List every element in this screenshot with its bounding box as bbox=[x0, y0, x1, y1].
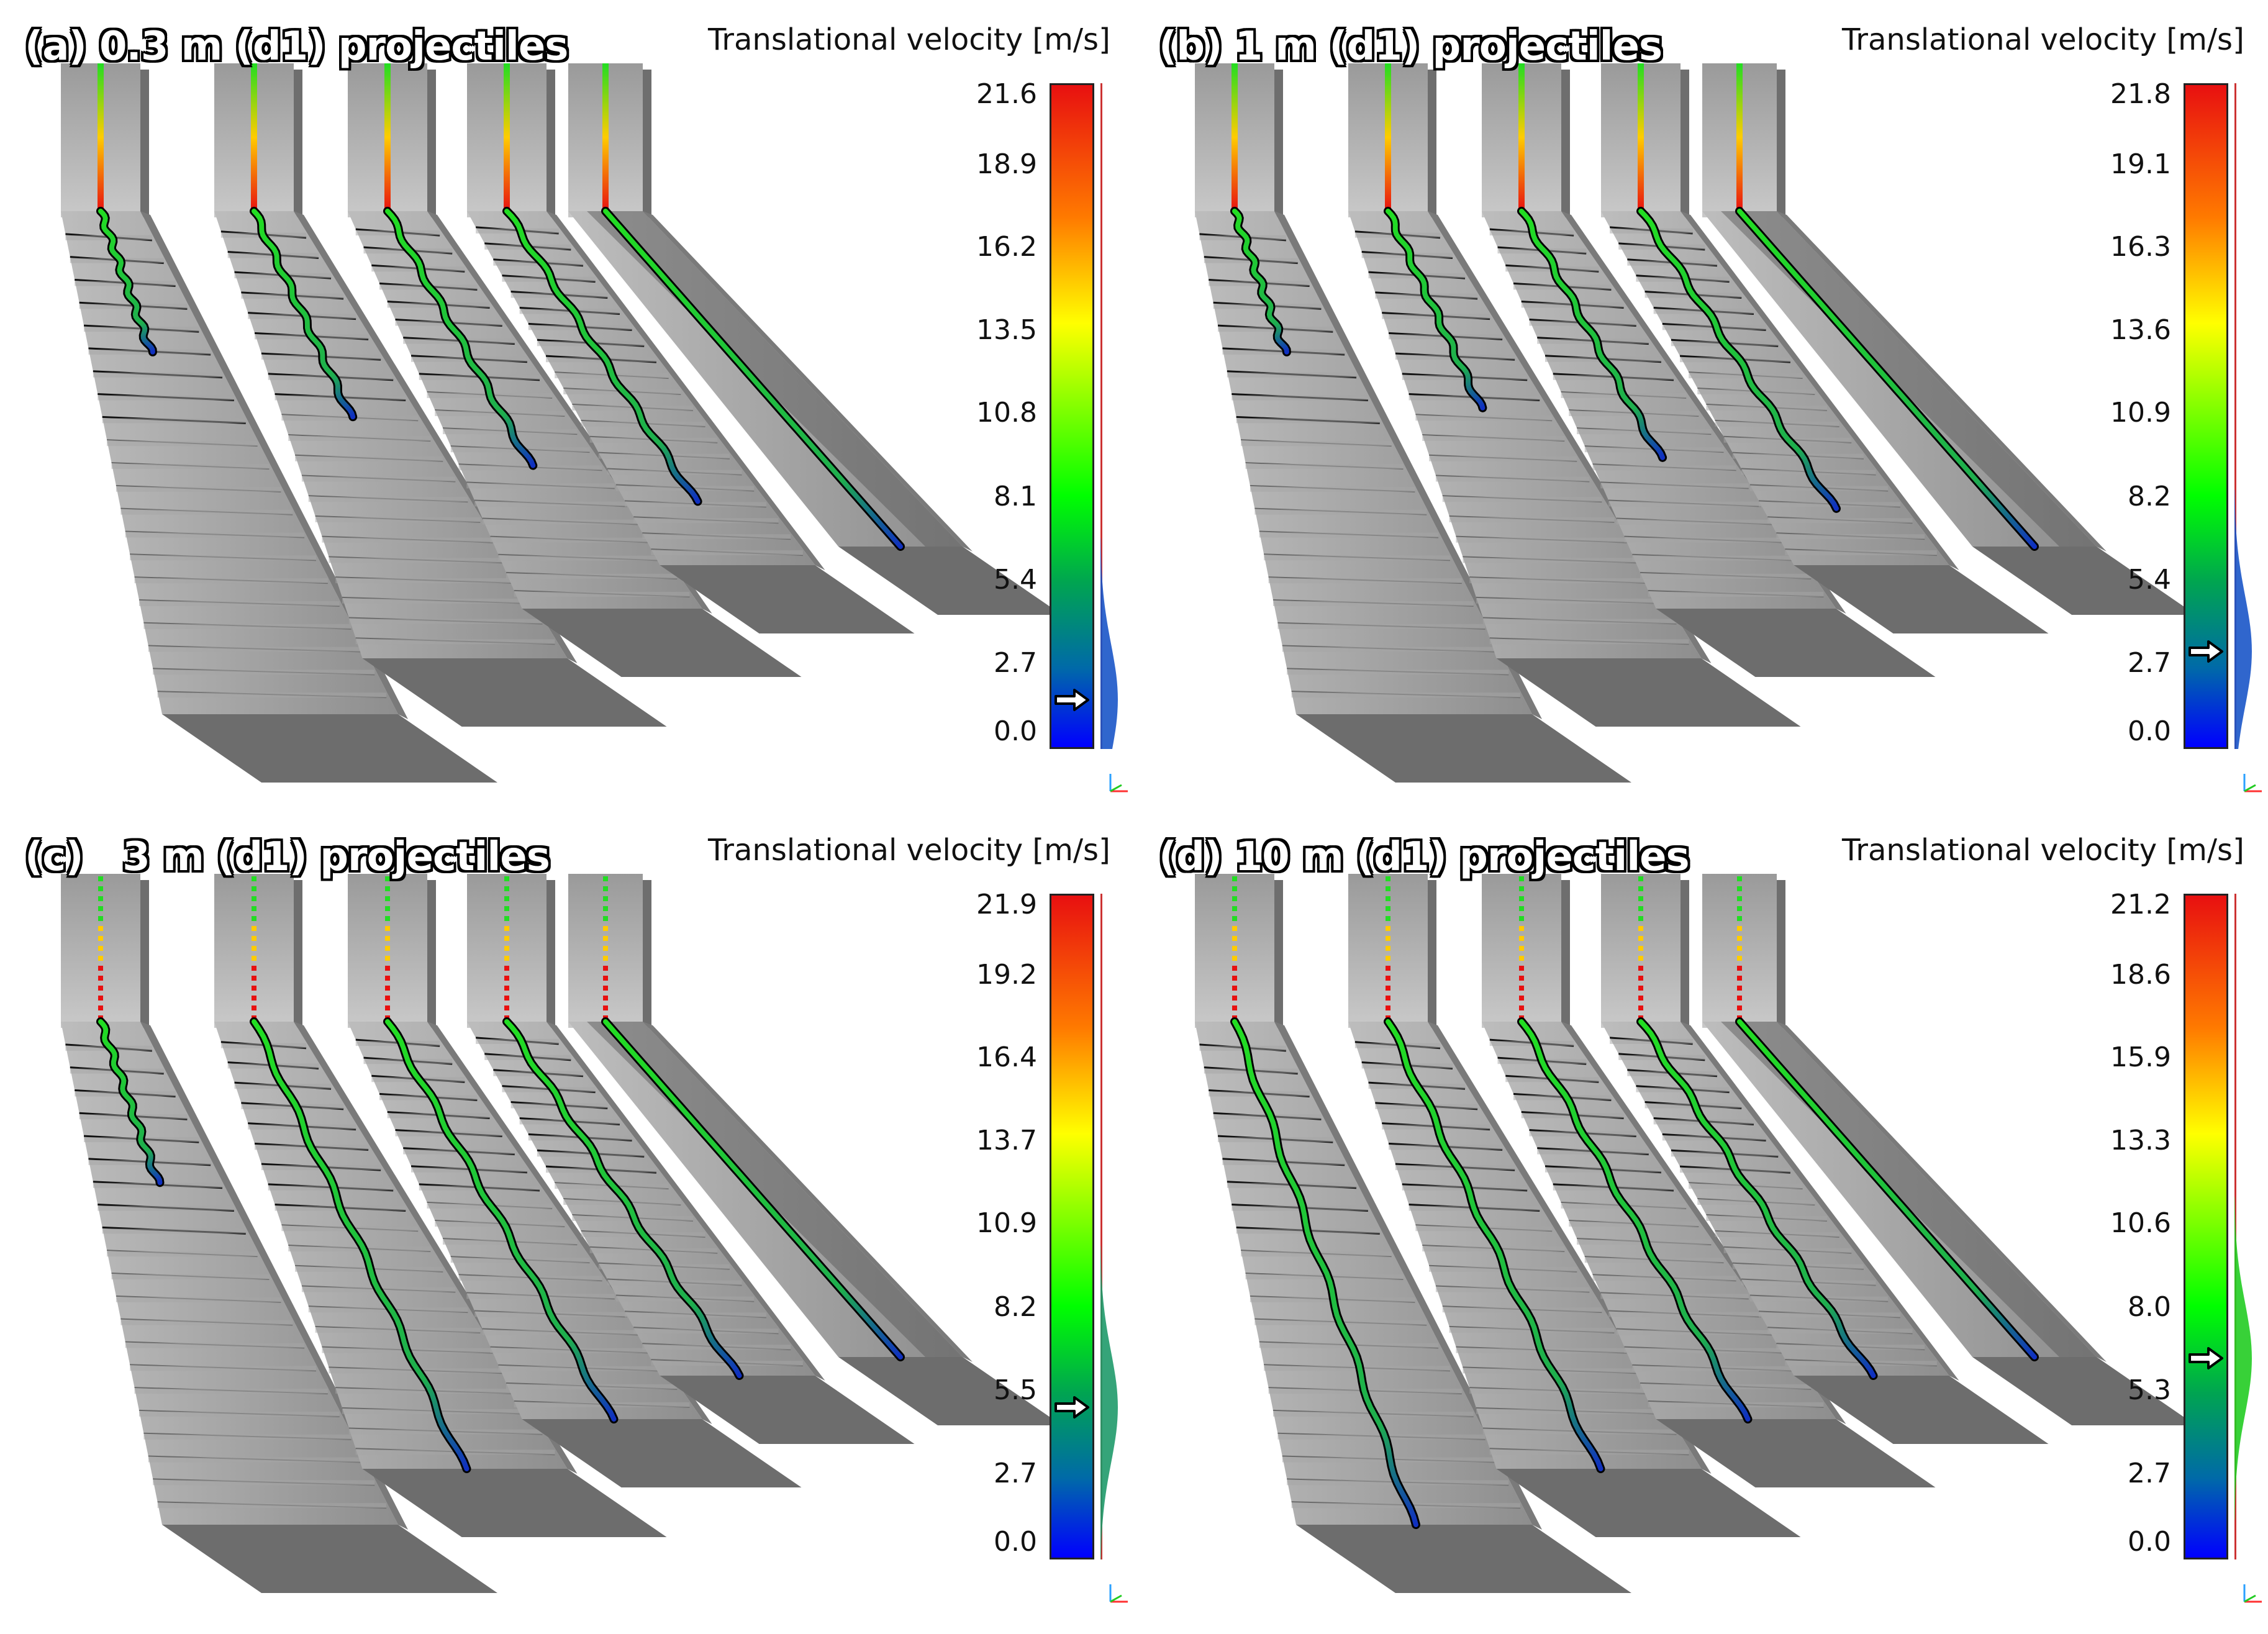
colorbar-histogram-axis bbox=[1100, 894, 1102, 1559]
colorbar-title: Translational velocity [m/s] bbox=[708, 22, 1110, 57]
trajectory-5 bbox=[1735, 876, 2039, 1361]
trajectory-2 bbox=[250, 63, 358, 422]
colorbar bbox=[1050, 83, 1094, 749]
colorbar-tick-label: 2.7 bbox=[2128, 1458, 2171, 1489]
current-value-arrow-icon bbox=[2189, 1347, 2223, 1370]
panel-b: (b) 1 m (d1) projectiles Translational v… bbox=[1134, 0, 2268, 807]
velocity-histogram bbox=[1100, 1246, 1118, 1559]
colorbar-tick-label: 10.6 bbox=[2110, 1207, 2171, 1239]
colorbar-tick-label: 8.1 bbox=[994, 481, 1037, 512]
axis-triad-icon bbox=[1109, 774, 1128, 792]
colorbar bbox=[2184, 894, 2228, 1559]
colorbar-tick-label: 0.0 bbox=[2128, 715, 2171, 747]
colorbar-histogram-axis bbox=[2234, 83, 2236, 749]
trajectory-3 bbox=[1517, 63, 1667, 462]
trajectory-4 bbox=[502, 876, 744, 1380]
colorbar-tick-label: 2.7 bbox=[2128, 647, 2171, 679]
axis-triad-icon bbox=[1109, 1584, 1128, 1603]
panel-title: (a) 0.3 m (d1) projectiles bbox=[25, 24, 568, 70]
axis-triad-icon bbox=[2243, 774, 2262, 792]
trajectory-1 bbox=[96, 876, 165, 1187]
trajectory-3 bbox=[383, 63, 538, 470]
colorbar-tick-label: 0.0 bbox=[994, 1526, 1037, 1558]
current-value-arrow-icon bbox=[1055, 1396, 1089, 1419]
trajectory-2 bbox=[250, 876, 471, 1473]
colorbar-tick-label: 21.2 bbox=[2110, 889, 2171, 920]
colorbar-tick-label: 5.3 bbox=[2128, 1374, 2171, 1406]
trajectory-2 bbox=[1384, 876, 1605, 1473]
colorbar-title: Translational velocity [m/s] bbox=[1842, 833, 2244, 868]
colorbar-tick-label: 19.1 bbox=[2110, 148, 2171, 180]
colorbar-tick-label: 8.2 bbox=[994, 1291, 1037, 1323]
velocity-histogram bbox=[2234, 1197, 2252, 1520]
colorbar-tick-label: 13.7 bbox=[976, 1125, 1037, 1156]
trajectory-4 bbox=[1636, 63, 1841, 513]
trajectory-3 bbox=[1517, 876, 1753, 1423]
colorbar-tick-label: 19.2 bbox=[976, 959, 1037, 991]
colorbar-tick-label: 18.9 bbox=[976, 148, 1037, 180]
colorbar bbox=[1050, 894, 1094, 1559]
current-value-arrow-icon bbox=[2189, 640, 2223, 663]
trajectory-1 bbox=[96, 63, 157, 356]
trajectory-1 bbox=[1230, 63, 1291, 356]
colorbar-tick-label: 10.9 bbox=[976, 1207, 1037, 1239]
velocity-histogram bbox=[2234, 489, 2252, 749]
slope-scene bbox=[61, 63, 1062, 783]
panel-a: (a) 0.3 m (d1) projectiles Translational… bbox=[0, 0, 1134, 807]
colorbar-tick-label: 21.8 bbox=[2110, 78, 2171, 110]
trajectory-4 bbox=[1636, 876, 1878, 1380]
colorbar-tick-label: 21.9 bbox=[976, 889, 1037, 920]
colorbar-tick-label: 16.4 bbox=[976, 1042, 1037, 1073]
colorbar-tick-label: 5.4 bbox=[994, 564, 1037, 596]
trajectory-3 bbox=[383, 876, 619, 1423]
colorbar-tick-label: 18.6 bbox=[2110, 959, 2171, 991]
trajectory-5 bbox=[601, 63, 905, 551]
colorbar-title: Translational velocity [m/s] bbox=[708, 833, 1110, 868]
colorbar-tick-label: 10.8 bbox=[976, 397, 1037, 429]
colorbar-tick-label: 21.6 bbox=[976, 78, 1037, 110]
trajectory-2 bbox=[1384, 63, 1487, 412]
colorbar-tick-label: 0.0 bbox=[994, 715, 1037, 747]
slope-scene bbox=[1195, 874, 2196, 1593]
panel-title: (b) 1 m (d1) projectiles bbox=[1159, 24, 1662, 70]
colorbar-tick-label: 16.2 bbox=[976, 231, 1037, 263]
colorbar-tick-label: 16.3 bbox=[2110, 231, 2171, 263]
colorbar-tick-label: 13.6 bbox=[2110, 314, 2171, 346]
current-value-arrow-icon bbox=[1055, 688, 1089, 711]
colorbar bbox=[2184, 83, 2228, 749]
panel-title: (d) 10 m (d1) projectiles bbox=[1159, 834, 1690, 880]
trajectory-1 bbox=[1230, 876, 1420, 1529]
colorbar-tick-label: 15.9 bbox=[2110, 1042, 2171, 1073]
slope-scene bbox=[1195, 63, 2196, 783]
panel-title: (c) 3 m (d1) projectiles bbox=[25, 834, 550, 880]
colorbar-tick-label: 5.4 bbox=[2128, 564, 2171, 596]
colorbar-histogram-axis bbox=[1100, 83, 1102, 749]
colorbar-tick-label: 13.5 bbox=[976, 314, 1037, 346]
axis-triad-icon bbox=[2243, 1584, 2262, 1603]
colorbar-tick-label: 8.2 bbox=[2128, 481, 2171, 512]
trajectory-4 bbox=[502, 63, 702, 506]
colorbar-tick-label: 2.7 bbox=[994, 1458, 1037, 1489]
colorbar-tick-label: 10.9 bbox=[2110, 397, 2171, 429]
panel-d: (d) 10 m (d1) projectiles Translational … bbox=[1134, 810, 2268, 1618]
colorbar-tick-label: 5.5 bbox=[994, 1374, 1037, 1406]
colorbar-title: Translational velocity [m/s] bbox=[1842, 22, 2244, 57]
trajectory-5 bbox=[601, 876, 905, 1361]
colorbar-tick-label: 2.7 bbox=[994, 647, 1037, 679]
slope-scene bbox=[61, 874, 1062, 1593]
trajectory-5 bbox=[1735, 63, 2039, 551]
velocity-histogram bbox=[1100, 538, 1118, 749]
colorbar-tick-label: 0.0 bbox=[2128, 1526, 2171, 1558]
colorbar-tick-label: 8.0 bbox=[2128, 1291, 2171, 1323]
colorbar-tick-label: 13.3 bbox=[2110, 1125, 2171, 1156]
panel-c: (c) 3 m (d1) projectiles Translational v… bbox=[0, 810, 1134, 1618]
